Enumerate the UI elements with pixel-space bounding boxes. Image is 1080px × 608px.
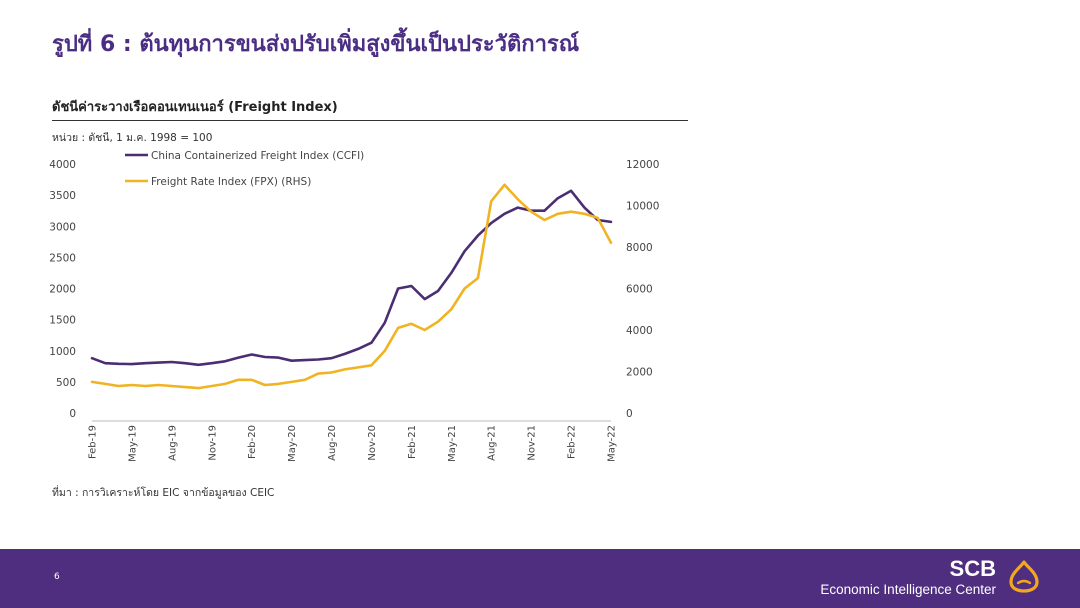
y-left-tick-label: 3500: [49, 190, 76, 202]
y-right-tick-label: 10000: [626, 201, 659, 213]
x-tick-label: Aug-20: [327, 425, 338, 461]
legend-label: China Containerized Freight Index (CCFI): [151, 150, 364, 162]
brand-block: SCB Economic Intelligence Center: [820, 557, 996, 598]
scb-bell-logo-icon: [1009, 560, 1039, 593]
x-tick-label: Aug-21: [487, 425, 498, 461]
chart-title: ดัชนีค่าระวางเรือคอนเทนเนอร์ (Freight In…: [52, 100, 338, 115]
page-number: 6: [54, 572, 60, 582]
y-left-tick-label: 3000: [49, 221, 76, 233]
y-right-tick-label: 6000: [626, 284, 653, 296]
y-left-tick-label: 500: [56, 377, 76, 389]
x-tick-label: Aug-19: [167, 425, 178, 461]
source-note: ที่มา : การวิเคราะห์โดย EIC จากข้อมูลของ…: [52, 487, 275, 499]
x-tick-label: May-22: [607, 425, 618, 462]
x-tick-label: Nov-19: [207, 425, 218, 461]
fpx-series-line: [90, 183, 613, 390]
x-tick-label: May-20: [287, 425, 298, 462]
title-divider: [52, 120, 688, 121]
legend-label: Freight Rate Index (FPX) (RHS): [151, 176, 311, 188]
y-right-tick-label: 4000: [626, 325, 653, 337]
x-tick-label: Nov-21: [527, 425, 538, 461]
x-tick-label: Feb-19: [88, 425, 99, 459]
x-tick-label: Feb-21: [407, 425, 418, 459]
unit-note: หน่วย : ดัชนี, 1 ม.ค. 1998 = 100: [52, 132, 213, 144]
x-tick-label: May-19: [127, 425, 138, 462]
y-left-tick-label: 4000: [49, 159, 76, 171]
footer-bar: 6 SCB Economic Intelligence Center: [0, 549, 1080, 608]
y-right-tick-label: 0: [626, 408, 633, 420]
x-tick-label: May-21: [447, 425, 458, 462]
y-left-tick-label: 0: [69, 408, 76, 420]
x-tick-label: Feb-22: [567, 425, 578, 459]
page-title: รูปที่ 6 : ต้นทุนการขนส่งปรับเพิ่มสูงขึ้…: [52, 32, 580, 57]
y-right-tick-label: 8000: [626, 242, 653, 254]
x-tick-label: Nov-20: [367, 425, 378, 461]
y-left-tick-label: 1000: [49, 346, 76, 358]
y-left-tick-label: 2500: [49, 252, 76, 264]
freight-index-chart: 0 500 1000 1500 2000 2500 3000 3500 4000 0 2000 400…: [49, 150, 659, 462]
brand-name: SCB: [949, 556, 996, 581]
y-left-tick-label: 1500: [49, 315, 76, 327]
x-tick-label: Feb-20: [247, 425, 258, 459]
y-left-tick-label: 2000: [49, 284, 76, 296]
ccfi-series-line: [90, 189, 613, 367]
brand-subtitle: Economic Intelligence Center: [820, 582, 996, 597]
y-right-tick-label: 12000: [626, 159, 659, 171]
y-right-tick-label: 2000: [626, 367, 653, 379]
